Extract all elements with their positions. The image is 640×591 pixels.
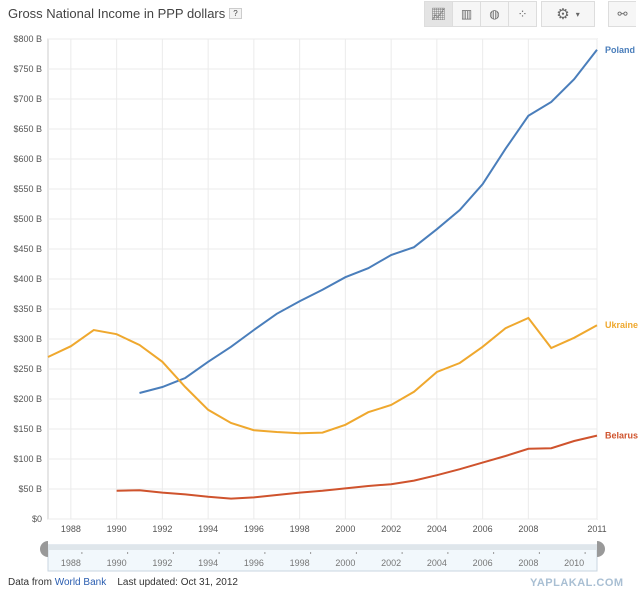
slider-tick-label: 1992	[152, 558, 172, 568]
slider-handle-left[interactable]	[40, 541, 48, 557]
x-tick-label: 1990	[107, 524, 127, 534]
line-chart-icon[interactable]: 📈︎	[425, 2, 453, 26]
x-tick-label: 2006	[473, 524, 493, 534]
x-tick-label: 1994	[198, 524, 218, 534]
series-label-belarus: Belarus	[605, 431, 638, 441]
slider-tick-label: 1996	[244, 558, 264, 568]
y-tick-label: $600 B	[13, 154, 42, 164]
map-icon[interactable]: ◍	[481, 2, 509, 26]
link-icon: ⚯	[617, 7, 628, 21]
y-tick-label: $450 B	[13, 244, 42, 254]
slider-tick-label: 1988	[61, 558, 81, 568]
y-tick-label: $200 B	[13, 394, 42, 404]
settings-button[interactable]: ⚙ ▾	[541, 1, 595, 27]
gear-icon: ⚙ ▾	[556, 6, 580, 23]
slider-tick-label: 2008	[518, 558, 538, 568]
footer: Data from World Bank Last updated: Oct 3…	[8, 577, 238, 589]
y-tick-label: $500 B	[13, 214, 42, 224]
y-tick-label: $750 B	[13, 64, 42, 74]
slider-tick-label: 1990	[107, 558, 127, 568]
watermark: YAPLAKAL.COM	[530, 577, 624, 589]
scatter-icon[interactable]: ⁘	[517, 7, 528, 21]
y-tick-label: $650 B	[13, 124, 42, 134]
chart-title: Gross National Income in PPP dollars?	[8, 6, 242, 21]
x-tick-label: 2011	[587, 524, 606, 534]
series-label-poland: Poland	[605, 45, 635, 55]
line-chart: $0 $50 B $100 B $150 B $200 B $250 B $300 B $35…	[13, 34, 638, 572]
x-tick-label: 2000	[335, 524, 355, 534]
y-tick-label: $700 B	[13, 94, 42, 104]
series-label-ukraine: Ukraine	[605, 320, 638, 330]
view-toolbar: 📈︎ ▥ ◍ ⁘	[424, 1, 537, 27]
footer-prefix: Data from	[8, 577, 52, 588]
y-tick-label: $300 B	[13, 334, 42, 344]
y-tick-label: $50 B	[18, 484, 42, 494]
y-tick-label: $350 B	[13, 304, 42, 314]
bar-chart-icon[interactable]: ▥	[453, 2, 481, 26]
x-tick-label: 1996	[244, 524, 264, 534]
title-text: Gross National Income in PPP dollars	[8, 6, 226, 21]
slider-tick-label: 2002	[381, 558, 401, 568]
help-button[interactable]: ?	[229, 8, 242, 19]
y-tick-label: $0	[32, 514, 42, 524]
x-tick-label: 2004	[427, 524, 447, 534]
time-slider-range	[48, 545, 597, 550]
y-tick-label: $550 B	[13, 184, 42, 194]
slider-tick-label: 2010	[564, 558, 584, 568]
slider-tick-label: 2000	[335, 558, 355, 568]
slider-handle-right[interactable]	[597, 541, 605, 557]
link-button[interactable]: ⚯	[608, 1, 636, 27]
y-tick-label: $800 B	[13, 34, 42, 44]
x-tick-label: 2008	[518, 524, 538, 534]
x-tick-label: 1992	[152, 524, 172, 534]
slider-tick-label: 2004	[427, 558, 447, 568]
source-link[interactable]: World Bank	[54, 577, 107, 588]
y-tick-label: $100 B	[13, 454, 42, 464]
x-tick-label: 1988	[61, 524, 81, 534]
slider-tick-label: 1998	[290, 558, 310, 568]
series-line-belarus	[116, 434, 598, 500]
series-line-poland	[139, 49, 598, 394]
y-tick-label: $250 B	[13, 364, 42, 374]
x-tick-label: 1998	[290, 524, 310, 534]
last-updated: Last updated: Oct 31, 2012	[117, 577, 238, 588]
slider-tick-label: 1994	[198, 558, 218, 568]
x-tick-label: 2002	[381, 524, 401, 534]
y-tick-label: $150 B	[13, 424, 42, 434]
slider-tick-label: 2006	[473, 558, 493, 568]
series-line-ukraine	[47, 316, 598, 435]
y-tick-label: $400 B	[13, 274, 42, 284]
